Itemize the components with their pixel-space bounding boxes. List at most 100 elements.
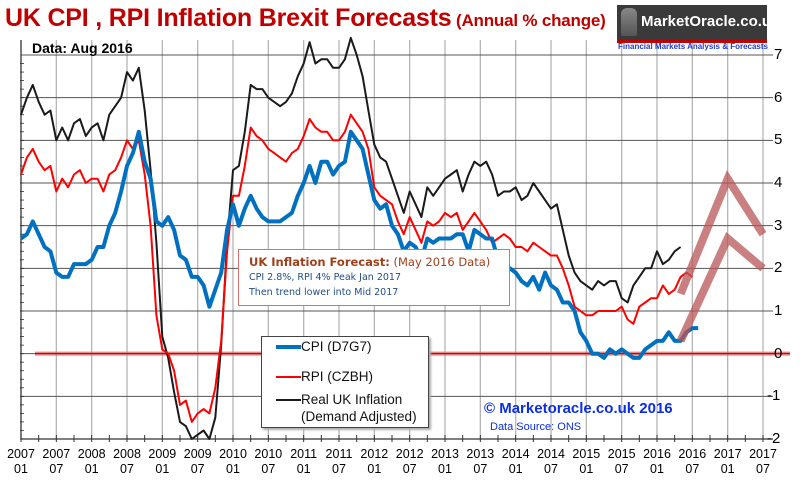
- x-tick-label: 2017 01: [710, 447, 746, 477]
- x-tick-label: 2014 01: [498, 447, 534, 477]
- forecast-heading-rest: (May 2016 Data): [389, 255, 491, 269]
- x-tick-year: 2011: [290, 447, 318, 461]
- chart-title: UK CPI , RPI Inflation Brexit Forecasts …: [5, 4, 606, 33]
- x-tick-label: 2016 01: [639, 447, 675, 477]
- x-tick-label: 2013 07: [462, 447, 498, 477]
- legend-item-real: Real UK Inflation: [276, 392, 402, 407]
- x-tick-month: 07: [332, 462, 346, 476]
- forecast-heading: UK Inflation Forecast: (May 2016 Data): [249, 255, 490, 269]
- series-line-cpi: [19, 129, 699, 360]
- x-tick-year: 2016: [643, 447, 671, 461]
- chart-title-main: UK CPI , RPI Inflation Brexit Forecasts: [5, 4, 452, 32]
- x-tick-year: 2016: [678, 447, 707, 461]
- y-tick-label: 4: [774, 174, 783, 191]
- y-tick-label: 0: [774, 344, 783, 362]
- x-tick-year: 2007: [42, 447, 71, 461]
- x-tick-month: 01: [438, 462, 452, 476]
- x-tick-year: 2012: [395, 447, 424, 461]
- chart-title-sub: (Annual % change): [451, 11, 606, 30]
- x-tick-month: 07: [614, 462, 629, 476]
- x-tick-year: 2014: [501, 447, 530, 461]
- x-tick-year: 2010: [254, 447, 283, 461]
- x-tick-label: 2009 07: [180, 447, 216, 477]
- logo-figure-icon: [621, 8, 637, 36]
- y-tick-label: 2: [774, 259, 783, 277]
- x-tick-label: 2008 01: [74, 447, 110, 477]
- legend-label-rpi: RPI (CZBH): [301, 369, 373, 384]
- x-tick-label: 2014 07: [533, 447, 569, 477]
- forecast-heading-bold: UK Inflation Forecast:: [249, 255, 390, 269]
- x-tick-year: 2015: [572, 447, 601, 461]
- y-tick-label: -1: [767, 387, 781, 405]
- x-tick-month: 07: [473, 462, 488, 476]
- y-tick-label: 5: [774, 131, 783, 149]
- legend-label-real-sub: (Demand Adjusted): [301, 409, 417, 424]
- x-tick-year: 2015: [607, 447, 636, 461]
- x-tick-year: 2014: [537, 447, 565, 461]
- x-tick-year: 2007: [7, 447, 35, 461]
- x-tick-month: 01: [720, 462, 735, 476]
- forecast-arrows: [676, 170, 767, 343]
- forecast-arrow-1: [676, 232, 766, 343]
- x-tick-label: 2012 07: [392, 447, 428, 477]
- x-tick-month: 01: [367, 462, 382, 476]
- x-tick-label: 2010 07: [250, 447, 286, 477]
- chart-legend: CPI (D7G7) RPI (CZBH) Real UK Inflation …: [261, 336, 429, 428]
- marketoracle-logo: MarketOracle.co.uk: [617, 5, 779, 43]
- x-tick-month: 01: [155, 462, 170, 476]
- x-tick-year: 2017: [713, 447, 742, 461]
- x-tick-year: 2017: [749, 447, 777, 461]
- x-tick-label: 2012 01: [356, 447, 392, 477]
- x-tick-label: 2011 07: [321, 447, 357, 477]
- x-tick-month: 07: [544, 462, 558, 476]
- legend-item-rpi: RPI (CZBH): [276, 369, 373, 384]
- series-line-real: [20, 36, 682, 440]
- x-tick-year: 2008: [113, 447, 141, 461]
- series-layer: [19, 36, 699, 440]
- x-tick-year: 2010: [219, 447, 247, 461]
- x-tick-year: 2013: [466, 447, 495, 461]
- x-tick-label: 2013 01: [427, 447, 463, 477]
- x-tick-month: 07: [402, 462, 417, 476]
- y-tick-label: 7: [774, 46, 783, 63]
- x-tick-month: 07: [756, 462, 770, 476]
- y-tick-label: 1: [774, 302, 783, 319]
- x-tick-month: 07: [49, 462, 64, 476]
- logo-name: MarketOracle.co.uk: [641, 13, 780, 30]
- data-date-label: Data: Aug 2016: [32, 40, 133, 56]
- axes: [20, 40, 773, 442]
- legend-item-real-sub: (Demand Adjusted): [301, 409, 417, 424]
- y-tick-label: -2: [767, 430, 781, 447]
- forecast-line-2: Then trend lower into Mid 2017: [249, 287, 399, 298]
- y-tick-label: 6: [774, 88, 783, 106]
- x-tick-label: 2015 01: [568, 447, 604, 477]
- forecast-arrow-0: [676, 170, 767, 296]
- x-tick-label: 2017 07: [745, 447, 781, 477]
- x-tick-month: 01: [14, 462, 28, 476]
- logo-tagline: Financial Markets Analysis & Forecasts: [618, 42, 768, 51]
- x-tick-month: 01: [296, 462, 311, 476]
- x-tick-year: 2012: [360, 447, 389, 461]
- x-tick-label: 2011 01: [286, 447, 322, 477]
- copyright-text: © Marketoracle.co.uk 2016: [484, 400, 673, 417]
- x-tick-month: 01: [508, 462, 523, 476]
- legend-label-real: Real UK Inflation: [301, 392, 403, 407]
- x-tick-month: 01: [579, 462, 594, 476]
- x-tick-month: 01: [650, 462, 664, 476]
- x-tick-year: 2008: [77, 447, 106, 461]
- forecast-annotation-box: UK Inflation Forecast: (May 2016 Data) C…: [238, 249, 510, 306]
- x-tick-label: 2016 07: [674, 447, 710, 477]
- x-tick-month: 07: [261, 462, 276, 476]
- data-source-text: Data Source: ONS: [490, 421, 582, 433]
- forecast-line-1: CPI 2.8%, RPI 4% Peak Jan 2017: [249, 272, 402, 283]
- x-tick-year: 2013: [431, 447, 459, 461]
- y-tick-label: 3: [774, 216, 783, 234]
- x-tick-label: 2009 01: [144, 447, 180, 477]
- x-tick-year: 2011: [325, 447, 353, 461]
- x-tick-month: 07: [120, 462, 134, 476]
- legend-item-cpi: CPI (D7G7): [276, 339, 372, 354]
- x-tick-month: 01: [226, 462, 240, 476]
- x-tick-year: 2009: [183, 447, 212, 461]
- x-tick-label: 2015 07: [604, 447, 640, 477]
- x-tick-label: 2008 07: [109, 447, 145, 477]
